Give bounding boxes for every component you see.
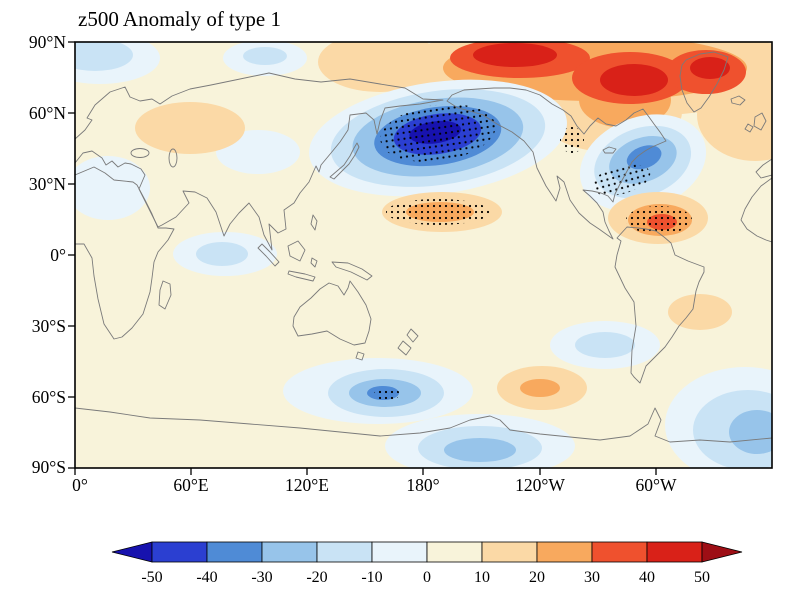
- coast-sulawesi: [310, 257, 318, 268]
- lon-label-120e: 120°E: [285, 475, 329, 495]
- cb-label-20: 20: [529, 569, 545, 586]
- cb-label-m20: -20: [306, 569, 327, 586]
- stipple-subtropical-pacific: [386, 199, 490, 225]
- coast-japan: [329, 142, 360, 180]
- coast-borneo: [287, 240, 306, 262]
- colorbar-seg-m20-m10: [316, 541, 373, 563]
- coast-iberia: [755, 158, 772, 179]
- coast-new-guinea: [331, 261, 373, 281]
- lat-label-60s: 60°S: [32, 387, 66, 407]
- cb-label-10: 10: [474, 569, 490, 586]
- cb-label-m10: -10: [361, 569, 382, 586]
- colorbar-seg-30-40: [591, 541, 648, 563]
- anomaly-sw-atlantic-positive: [668, 294, 732, 330]
- lon-label-60e: 60°E: [173, 475, 208, 495]
- lat-label-30n: 30°N: [29, 174, 66, 194]
- map-panel: [75, 42, 772, 468]
- anomaly-europe-positive: [135, 102, 245, 154]
- coast-south-america: [614, 226, 705, 384]
- lat-label-90s: 90°S: [32, 457, 66, 477]
- cb-label-m40: -40: [196, 569, 217, 586]
- coast-antarctica: [75, 407, 772, 443]
- colorbar-seg-m40-m30: [206, 541, 263, 563]
- colorbar-seg-40-50: [646, 541, 703, 563]
- colorbar-seg-m50-m40: [151, 541, 208, 563]
- coast-iceland: [730, 95, 746, 106]
- figure-title: z500 Anomaly of type 1: [78, 7, 281, 31]
- lat-label-30s: 30°S: [32, 316, 66, 336]
- cb-label-30: 30: [584, 569, 600, 586]
- latitude-axis-labels: 90°N 60°N 30°N 0° 30°S 60°S 90°S: [29, 32, 66, 477]
- coast-africa: [75, 166, 175, 340]
- colorbar-left-arrow: [111, 541, 153, 563]
- colorbar-tick-labels: -50 -40 -30 -20 -10 0 10 20 30 40 50: [141, 569, 710, 586]
- cb-label-0: 0: [423, 569, 431, 586]
- stipple-north-pacific: [380, 104, 496, 162]
- coast-nw-africa: [740, 177, 772, 243]
- coast-sumatra: [257, 243, 280, 267]
- anomaly-fields: [75, 42, 772, 468]
- coast-uk: [753, 112, 767, 131]
- colorbar-seg-m10-0: [371, 541, 428, 563]
- colorbar-seg-0-10: [426, 541, 483, 563]
- lat-label-90n: 90°N: [29, 32, 66, 52]
- colorbar-seg-m30-m20: [261, 541, 318, 563]
- coast-java: [287, 270, 316, 282]
- lon-label-120w: 120°W: [515, 475, 565, 495]
- anomaly-north-africa-pale-negative: [75, 156, 150, 220]
- map-frame: [68, 41, 773, 475]
- coast-nz-north: [406, 328, 419, 343]
- longitude-axis-labels: 0° 60°E 120°E 180° 120°W 60°W: [72, 475, 677, 495]
- coast-madagascar: [158, 280, 172, 310]
- coast-ireland: [744, 123, 754, 133]
- stipple-south-nz: [374, 388, 400, 400]
- coast-great-lakes: [602, 146, 617, 154]
- coast-black-sea: [130, 148, 150, 158]
- stippling-significance: [374, 104, 692, 400]
- coast-philippines: [310, 214, 318, 231]
- coast-greenland: [679, 51, 729, 113]
- lon-label-60w: 60°W: [635, 475, 676, 495]
- lon-label-180: 180°: [406, 475, 439, 495]
- colorbar-right-arrow: [701, 541, 743, 563]
- lon-label-0: 0°: [72, 475, 88, 495]
- cb-label-m50: -50: [141, 569, 162, 586]
- lat-label-60n: 60°N: [29, 103, 66, 123]
- stipple-north-atlantic: [591, 164, 651, 196]
- colorbar-seg-20-30: [536, 541, 593, 563]
- cb-label-40: 40: [639, 569, 655, 586]
- coast-tasmania: [355, 351, 365, 361]
- coast-caspian-sea: [168, 148, 178, 168]
- colorbar: -50 -40 -30 -20 -10 0 10 20 30 40 50: [111, 541, 743, 586]
- cb-label-50: 50: [694, 569, 710, 586]
- cb-label-m30: -30: [251, 569, 272, 586]
- lat-label-0: 0°: [50, 245, 66, 265]
- stipple-central-canada: [560, 127, 584, 153]
- coast-north-america: [446, 87, 667, 240]
- coast-australia: [292, 280, 372, 346]
- coastlines: [75, 51, 772, 443]
- stipple-caribbean: [626, 206, 692, 234]
- colorbar-seg-10-20: [481, 541, 538, 563]
- coast-nz-south: [397, 340, 412, 356]
